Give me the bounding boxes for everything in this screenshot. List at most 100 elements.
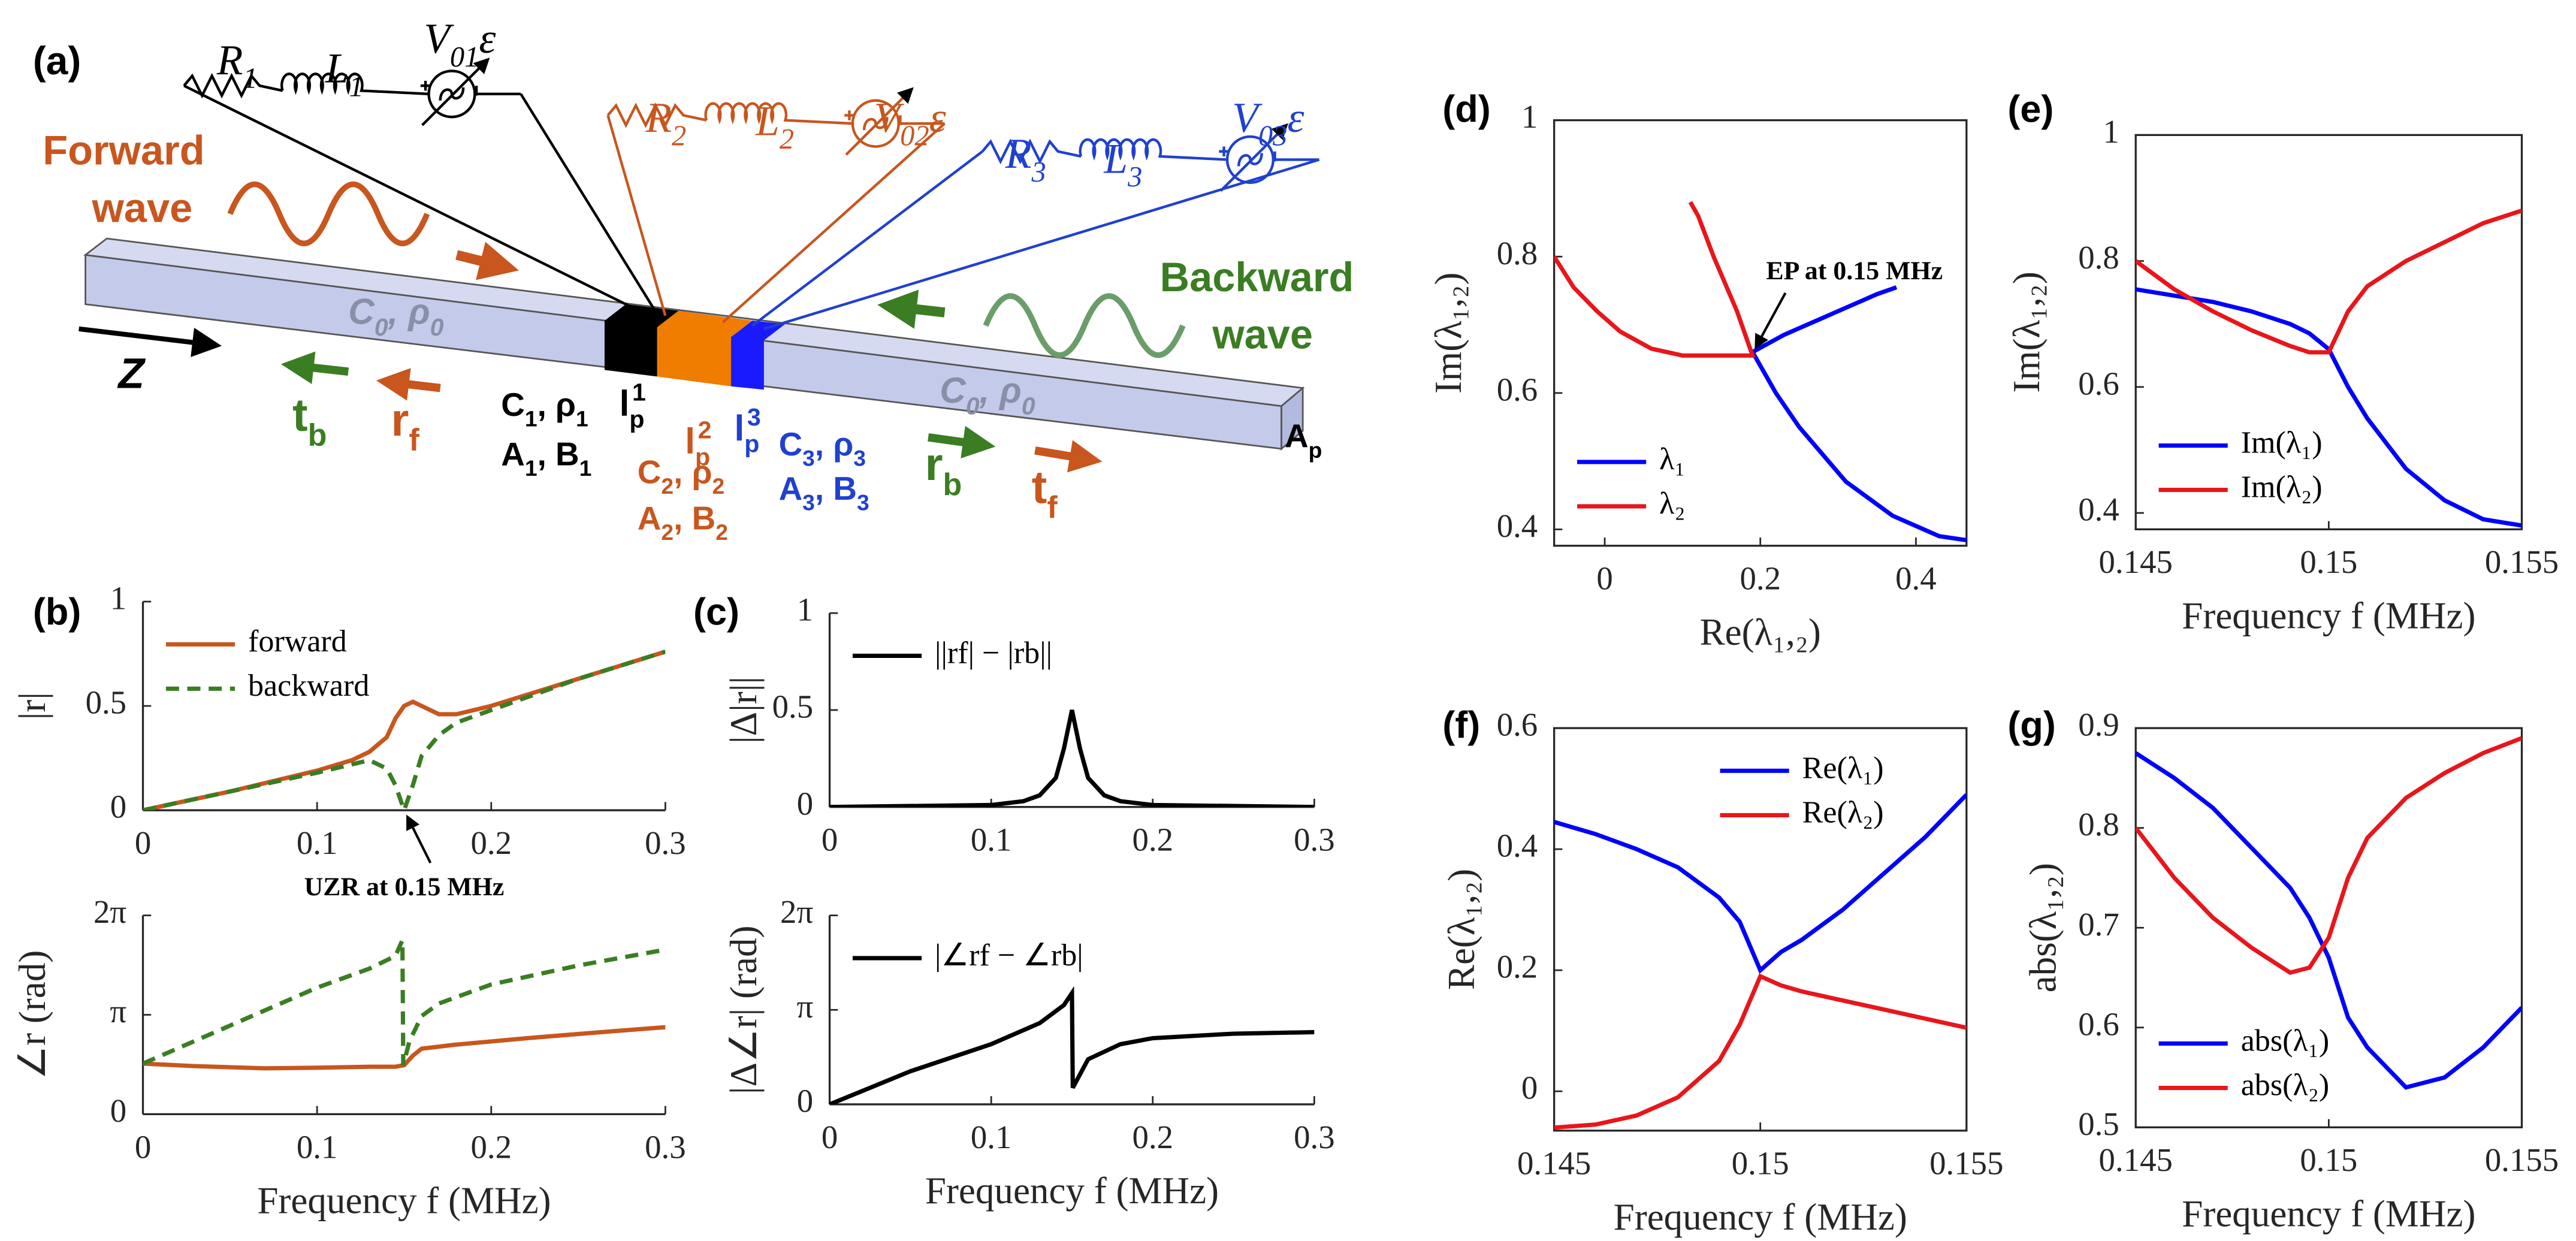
x-axis-label: Frequency f (MHz) [2182,595,2475,637]
label-part: 0 [1022,392,1035,419]
annotation: UZR at 0.15 MHz [304,872,505,901]
wires-3 [751,150,1320,330]
y-tick-label: 0.7 [2078,906,2119,943]
legend-label: Re(λ₂) [1802,795,1884,829]
diagram-label: C3, ρ3 [779,425,866,471]
x-tick-label: 0.145 [1517,1145,1591,1182]
diagram-label: lp2 [685,416,711,471]
y-tick-label: 0.8 [2078,806,2119,843]
y-tick-label: 0 [797,785,813,822]
label-part: 1 [579,455,592,481]
label-part: A [779,470,803,507]
label-part: 0 [966,392,980,419]
line-series [829,986,1315,1104]
y-tick-label: 0.2 [1497,949,1538,985]
y-tick-label: 0.6 [1497,706,1538,743]
label-part: 3 [1127,161,1142,193]
x-tick-label: 0.155 [1929,1145,2003,1182]
wires-2 [606,114,946,324]
label-part: 03 [1258,120,1288,152]
label-part: C [638,454,662,491]
x-axis-label: Frequency f (MHz) [1614,1196,1907,1238]
arrow [78,326,222,357]
line-series [2136,736,2522,976]
y-tick-label: 0.4 [1497,508,1538,544]
diagram-label: Ap [1285,417,1322,463]
label-part: 3 [1031,156,1046,188]
x-tick-label: 0.2 [1740,560,1781,597]
label-part: 2 [672,120,686,152]
x-tick-label: 0 [1596,560,1612,597]
y-tick-label: 0.4 [1497,828,1538,864]
diagram [78,59,1320,473]
label-part: 1 [349,71,363,102]
label-part: 2 [780,123,794,155]
legend-label: |∠rf − ∠rb| [935,938,1083,973]
x-tick-label: 0.1 [971,1119,1012,1155]
diagram-label: wave [1212,312,1313,358]
beam-end [1281,386,1304,451]
label-part: l [735,407,745,448]
patch-2 [657,310,753,387]
label-part: R [645,94,672,141]
label-part: r [391,395,409,446]
y-axis-label: |r| [11,692,53,720]
x-tick-label: 0 [135,825,151,861]
label-part: 01 [450,41,479,73]
x-tick-label: 0.145 [2099,1142,2173,1178]
y-tick-label: 0.5 [772,689,814,725]
y-tick-label: 0.9 [2078,706,2119,743]
annotation-arrow [406,814,432,863]
x-tick-label: 0.15 [2300,1142,2357,1178]
arrow [877,289,946,329]
label-part: , ρ [674,454,712,491]
label-part: 1 [525,455,537,481]
label-part: , B [537,435,579,472]
legend-label: Re(λ₁) [1802,751,1884,785]
line-series [1554,201,1756,358]
label-part: , ρ [537,386,576,423]
label-part: 2 [715,520,728,545]
diagram-label: Forward [43,128,204,174]
forward-wave [227,181,430,247]
label-part: t [1032,462,1047,513]
label-part: V [1232,94,1263,141]
x-tick-label: 0.155 [2485,543,2559,580]
line-series [1554,793,1967,974]
diagram-label: L2 [755,97,794,155]
label-part: l [685,421,695,461]
x-tick-label: 0.3 [1294,1119,1335,1155]
label-part: C [348,291,375,332]
label-part: p [744,430,759,457]
label-part: f [409,423,419,458]
legend-label: backward [248,669,369,703]
label-part: , ρ [979,370,1022,410]
label-part: p [629,405,644,433]
diagram-label: tf [1032,462,1058,525]
y-tick-label: 0 [110,1092,126,1129]
line-series [1554,973,1967,1130]
x-tick-label: 0.2 [1132,1119,1173,1155]
diagram-label: Z [117,350,146,398]
diagram-label: rf [391,395,420,458]
label-part: 2 [661,520,674,545]
x-tick-label: 0.2 [470,1128,512,1165]
label-part: R [1005,130,1032,177]
line-series [2136,209,2522,355]
x-tick-label: 0.15 [2300,543,2357,580]
label-part: 1 [576,406,588,431]
x-tick-label: 0 [822,822,838,858]
diagram-label: C0, ρ0 [940,370,1035,419]
y-tick-label: 0.5 [2078,1106,2119,1142]
line-series [2136,751,2522,1090]
y-tick-label: 2π [93,893,126,930]
label-part: 0 [430,313,444,341]
label-part: ε [1287,94,1304,141]
label-part: 1 [632,379,646,406]
label-part: b [943,467,962,502]
legend-label: λ₁ [1659,442,1685,476]
label-part: L [1103,135,1128,182]
line-series [143,650,666,811]
diagram-label: Backward [1160,254,1354,300]
